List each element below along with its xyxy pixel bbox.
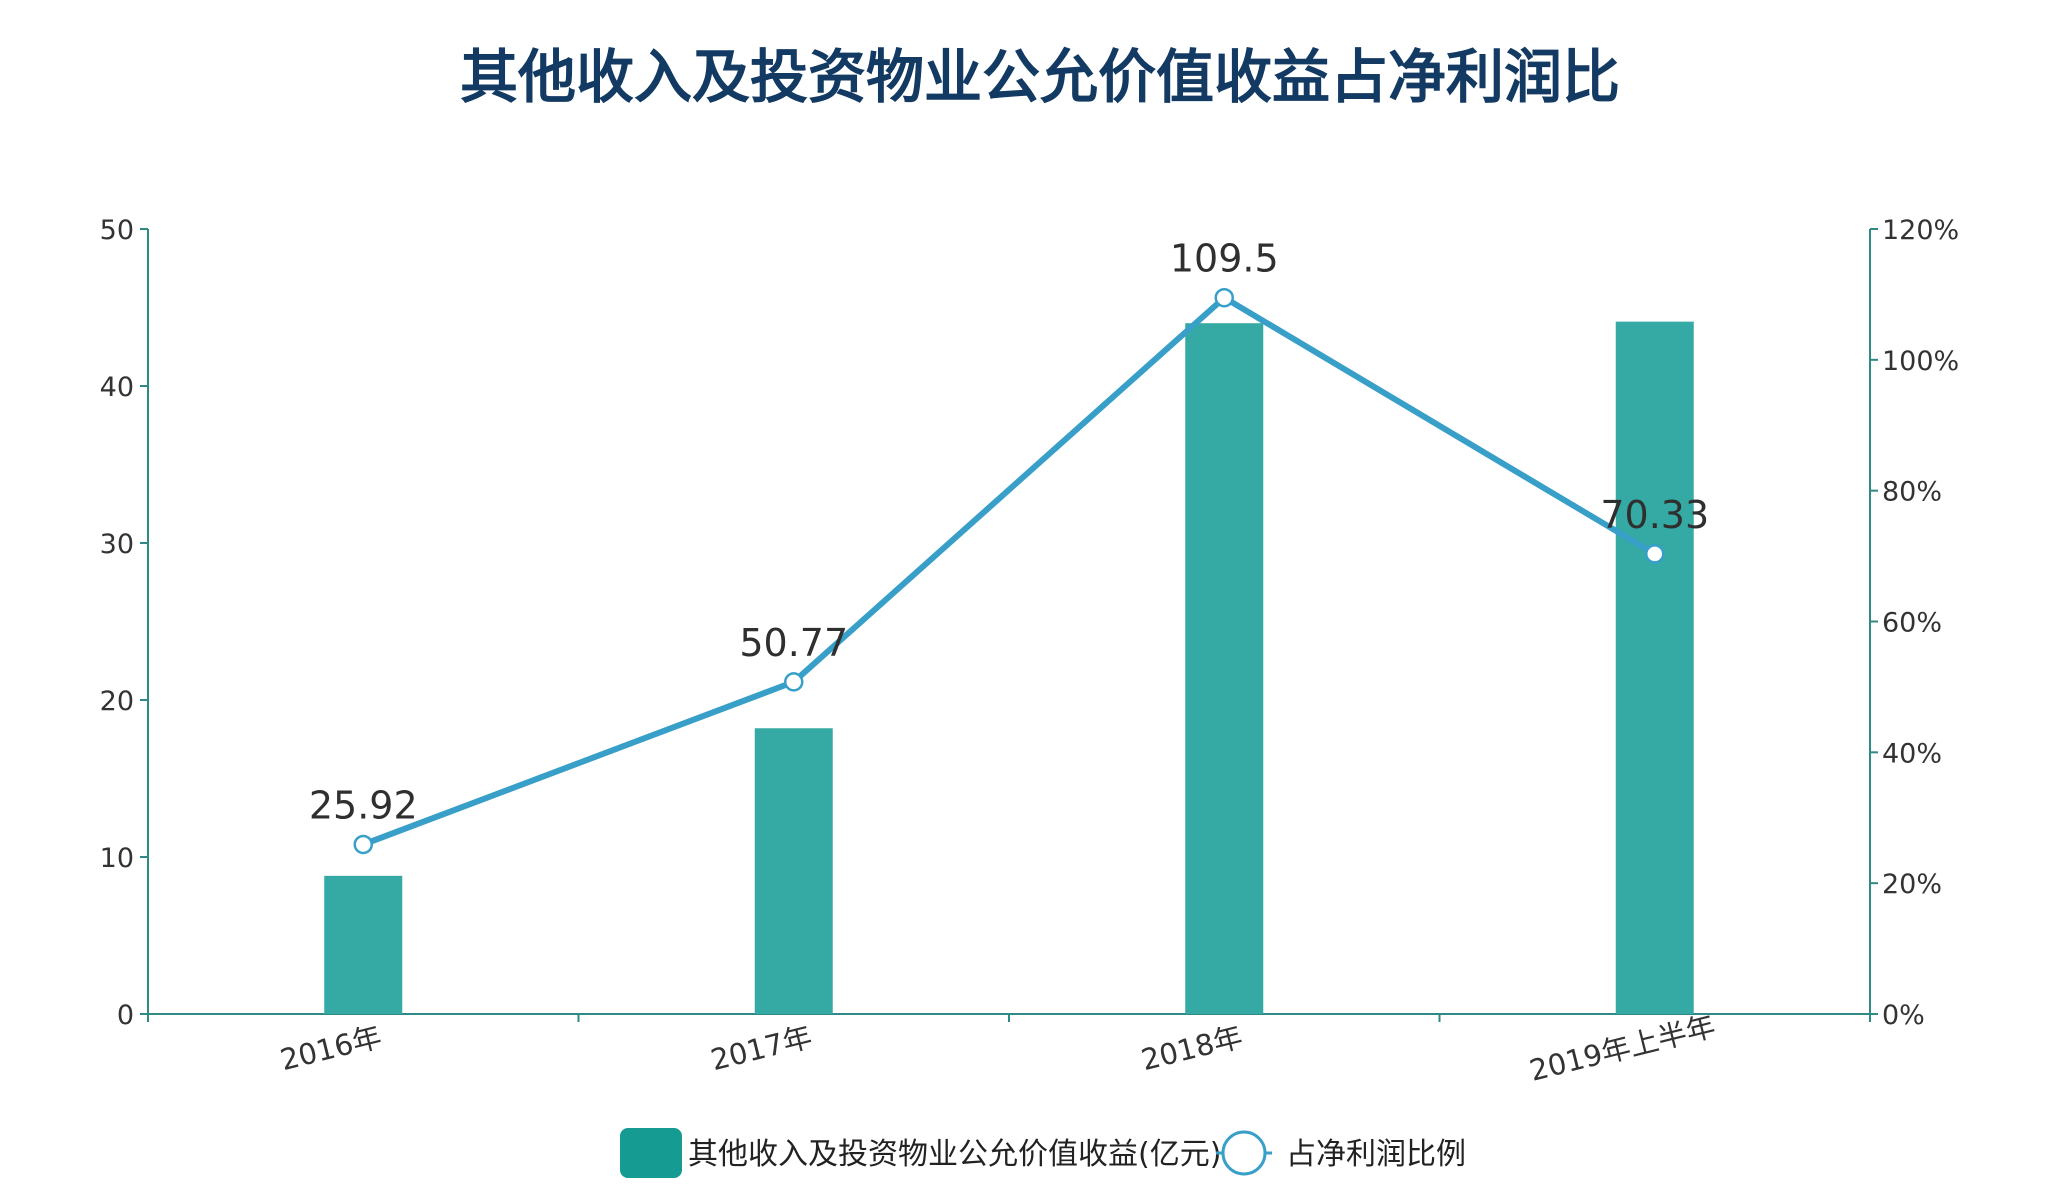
ratio-label-2019年上半年: 70.33 (1600, 493, 1709, 537)
ratio-label-2016年: 25.92 (309, 783, 418, 827)
right-tick-label: 40% (1882, 738, 1942, 769)
bar-series (324, 321, 1694, 1014)
ratio-point-2018年 (1214, 287, 1234, 308)
left-tick-label: 40 (100, 372, 134, 403)
left-axis-ticks: 0 10 20 30 40 50 (100, 215, 148, 1031)
left-tick-label: 10 (100, 843, 134, 874)
ratio-points (353, 287, 1665, 855)
left-tick-label: 50 (100, 215, 134, 246)
ratio-point-2017年 (784, 672, 804, 692)
legend-line-marker (1221, 1130, 1267, 1176)
x-tick-label: 2019年上半年 (1526, 1009, 1718, 1088)
left-tick-label: 0 (117, 1000, 134, 1031)
right-tick-label: 120% (1882, 215, 1959, 246)
left-tick-label: 20 (100, 686, 134, 717)
x-tick-label: 2018年 (1138, 1019, 1246, 1077)
ratio-point-2016年 (353, 834, 373, 855)
bar-2018年 (1185, 323, 1264, 1014)
right-axis-ticks: 0% 20% 40% 60% 80% 100% 120% (1870, 215, 1959, 1031)
ratio-point-2019年上半年 (1645, 544, 1665, 564)
right-tick-label: 0% (1882, 1000, 1925, 1031)
right-tick-label: 100% (1882, 346, 1959, 377)
left-tick-label: 30 (100, 529, 134, 560)
ratio-line (360, 294, 1658, 848)
right-tick-label: 80% (1882, 477, 1942, 508)
chart-title: 其他收入及投资物业公允价值收益占净利润比 (460, 43, 1620, 111)
legend-bar-swatch (620, 1128, 682, 1178)
right-tick-label: 20% (1882, 869, 1942, 900)
chart-legend: 其他收入及投资物业公允价值收益(亿元) 占净利润比例 (620, 1128, 1466, 1178)
legend-bar-label: 其他收入及投资物业公允价值收益(亿元) (688, 1137, 1221, 1172)
ratio-label-2017年: 50.77 (739, 621, 848, 665)
right-tick-label: 60% (1882, 608, 1942, 639)
ratio-label-2018年: 109.5 (1170, 237, 1279, 281)
bar-2016年 (324, 875, 403, 1014)
ratio-data-labels: 25.92 50.77 109.5 70.33 (309, 237, 1709, 828)
x-axis-ticks: 2016年 2017年 2018年 2019年上半年 (147, 1009, 1871, 1088)
x-tick-label: 2016年 (277, 1019, 385, 1077)
legend-line-label: 占净利润比例 (1286, 1137, 1466, 1172)
bar-2019年上半年 (1615, 321, 1694, 1014)
x-tick-label: 2017年 (707, 1019, 815, 1077)
bar-2017年 (754, 728, 833, 1014)
